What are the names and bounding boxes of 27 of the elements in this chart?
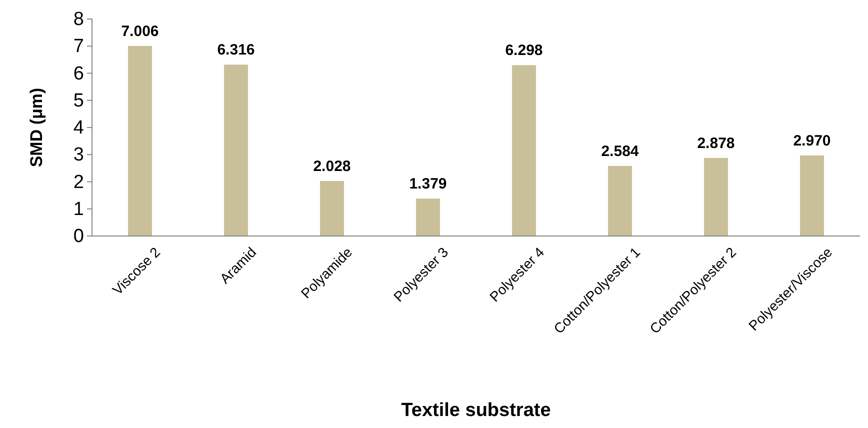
data-label: 2.028 bbox=[313, 158, 351, 175]
bar bbox=[608, 166, 632, 236]
y-tick-label: 0 bbox=[73, 226, 84, 248]
data-label: 6.316 bbox=[217, 42, 255, 59]
y-tick-label: 5 bbox=[73, 90, 84, 112]
y-tick-label: 2 bbox=[73, 172, 84, 193]
data-label: 2.584 bbox=[601, 142, 640, 160]
y-tick-label: 3 bbox=[73, 144, 84, 166]
x-axis-title: Textile substrate bbox=[401, 400, 551, 421]
bar bbox=[224, 64, 248, 236]
y-axis-title: SMD (μm) bbox=[27, 88, 46, 168]
bar bbox=[512, 65, 536, 236]
bar bbox=[704, 158, 728, 236]
y-tick-label: 1 bbox=[73, 198, 84, 220]
bar bbox=[128, 46, 152, 236]
data-label: 7.006 bbox=[121, 22, 159, 40]
y-tick-label: 8 bbox=[73, 9, 84, 30]
y-tick-label: 4 bbox=[73, 118, 84, 139]
bar bbox=[320, 180, 344, 236]
data-label: 6.298 bbox=[505, 42, 543, 60]
bar bbox=[416, 198, 440, 236]
y-tick-label: 6 bbox=[73, 63, 84, 84]
bar bbox=[800, 155, 824, 236]
data-label: 2.878 bbox=[697, 134, 735, 152]
data-label: 2.970 bbox=[793, 132, 831, 150]
data-label: 1.379 bbox=[409, 176, 447, 193]
y-tick-label: 7 bbox=[73, 36, 84, 58]
